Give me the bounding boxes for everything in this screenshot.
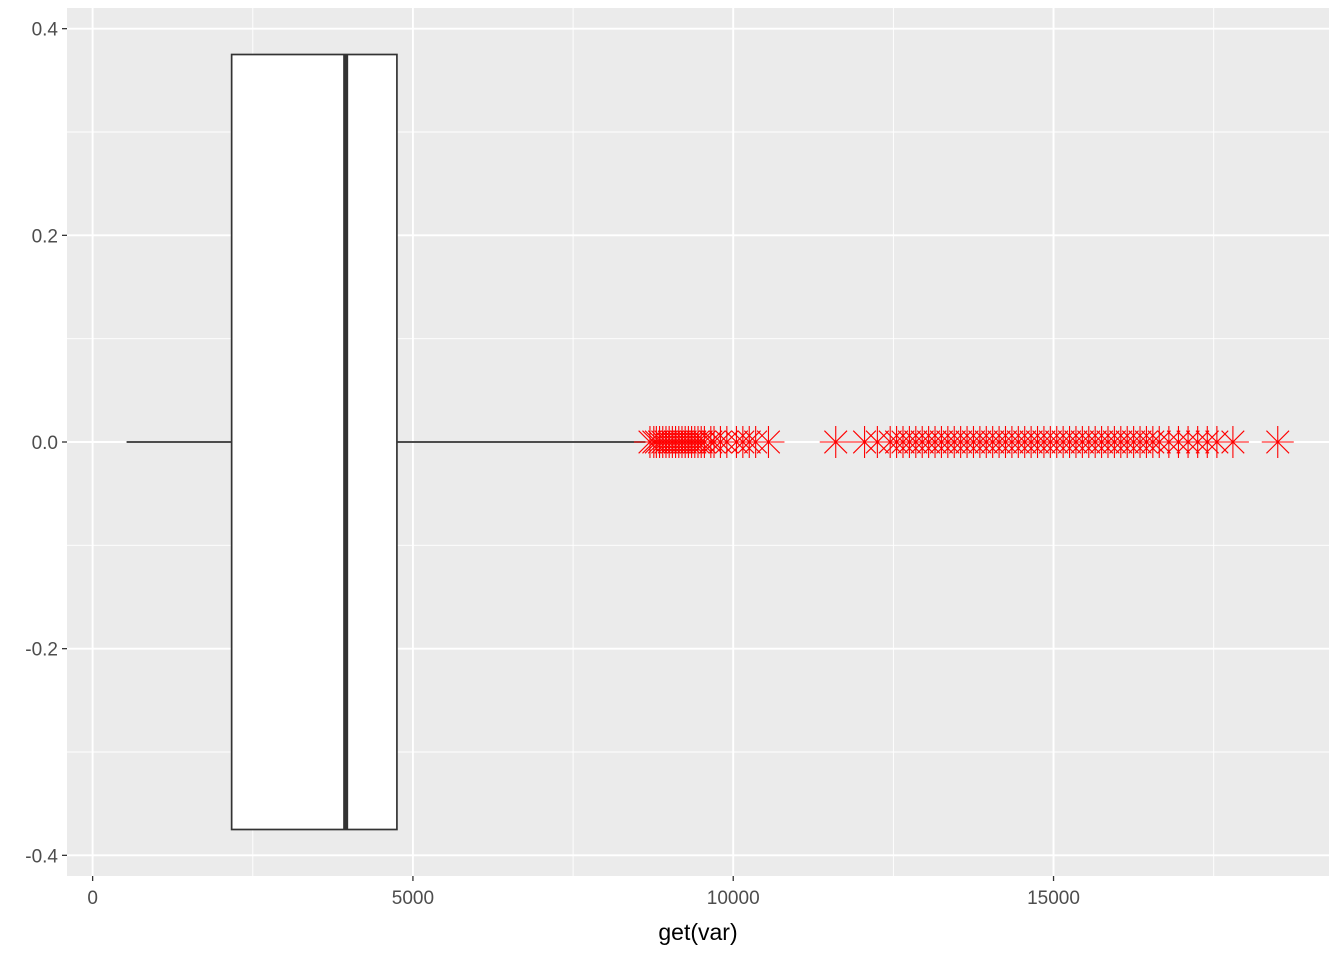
x-axis: 0 5000 10000 15000 (87, 876, 1080, 909)
y-tick-label: -0.2 (25, 640, 58, 661)
outlier-point (1216, 426, 1249, 458)
x-axis-title: get(var) (658, 919, 737, 945)
x-tick-label: 15000 (1027, 888, 1080, 909)
outlier-point (819, 426, 852, 458)
outlier-point (1200, 426, 1233, 458)
x-tick-label: 5000 (392, 888, 434, 909)
y-axis: 0.4 0.2 0.0 -0.2 -0.4 (25, 20, 67, 867)
outlier-point (1261, 426, 1294, 458)
x-tick-label: 0 (87, 888, 98, 909)
interquartile-box (230, 53, 398, 831)
x-tick-label: 10000 (707, 888, 760, 909)
outlier-marker-shape (1261, 426, 1294, 458)
outlier-marker-shape (1200, 426, 1233, 458)
outlier-points (633, 426, 1294, 458)
outlier-marker-shape (752, 426, 785, 458)
y-tick-label: 0.2 (32, 226, 58, 247)
outlier-marker-shape (1216, 426, 1249, 458)
y-tick-label: 0.0 (32, 433, 58, 454)
outlier-marker-shape (819, 426, 852, 458)
outlier-point (752, 426, 785, 458)
boxplot (126, 53, 646, 831)
y-tick-label: -0.4 (25, 846, 58, 867)
y-tick-label: 0.4 (32, 20, 59, 41)
